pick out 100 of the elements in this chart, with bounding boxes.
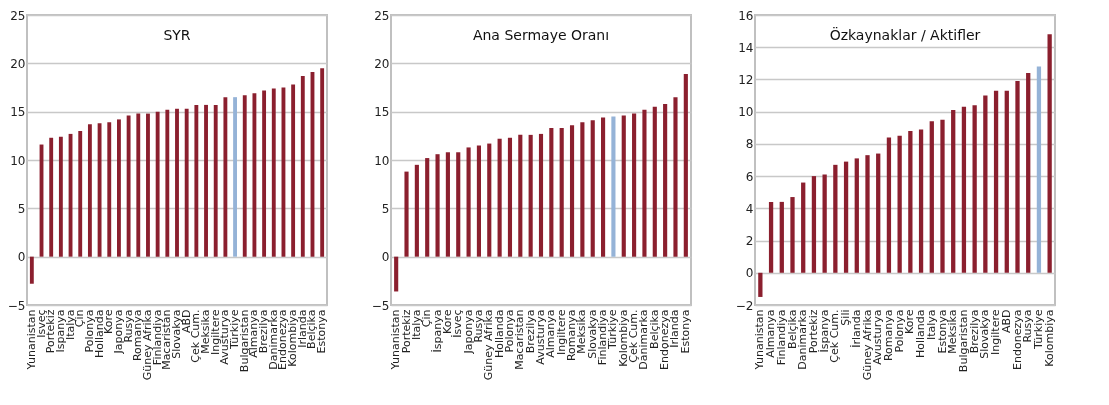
bar: [940, 119, 945, 273]
bar: [29, 256, 34, 284]
x-tick-label: Almanya: [764, 309, 778, 358]
bar: [652, 106, 657, 257]
bar: [213, 104, 218, 257]
bar: [425, 158, 430, 257]
bar: [758, 272, 763, 297]
bar: [262, 90, 267, 257]
x-tick-label: Kore: [102, 309, 116, 334]
y-tick-label: 15: [374, 105, 390, 120]
bar: [886, 137, 892, 273]
y-tick-label: 12: [738, 72, 754, 87]
bar: [223, 97, 228, 257]
bar: [456, 152, 461, 257]
bar: [632, 113, 637, 257]
bar: [790, 197, 795, 273]
y-tick-label: 4: [745, 201, 754, 216]
bar: [507, 137, 513, 257]
bar: [78, 131, 83, 257]
bar: [242, 95, 247, 257]
x-tick-label: Yunanistan: [753, 309, 767, 371]
bar: [175, 108, 179, 257]
bar: [833, 164, 838, 273]
bar: [951, 110, 956, 273]
bar: [865, 155, 870, 273]
y-tick-label: 16: [738, 8, 754, 23]
bar: [184, 108, 189, 257]
bar: [897, 135, 902, 273]
text: Ana Sermaye Oranı: [472, 27, 610, 43]
bar: [404, 171, 409, 257]
bar: [107, 122, 112, 257]
bar: [876, 153, 881, 273]
bar: [549, 128, 554, 257]
bar: [1047, 34, 1052, 273]
bar: [538, 133, 544, 257]
x-tick-label: Slovakya: [585, 309, 599, 359]
bar: [528, 134, 533, 257]
bar: [136, 113, 141, 257]
bar: [843, 161, 849, 273]
bar: [983, 95, 988, 273]
bar: [291, 84, 296, 257]
y-tick-label: 20: [374, 56, 390, 71]
bar: [126, 115, 131, 257]
bar: [1015, 81, 1020, 273]
bar: [49, 137, 54, 257]
bar: [1004, 90, 1009, 273]
y-tick-label: 2: [745, 234, 754, 249]
bar: [233, 97, 237, 257]
y-tick-label: 14: [738, 40, 754, 55]
bar: [204, 104, 208, 257]
bar: [271, 88, 276, 257]
y-tick-label: 15: [10, 105, 26, 120]
bar: [252, 93, 257, 257]
bar: [117, 119, 121, 257]
bar: [801, 182, 806, 273]
x-tick-label: Belçika: [647, 309, 661, 349]
bar: [518, 134, 523, 257]
bar: [155, 111, 160, 257]
bar: [929, 121, 934, 273]
y-tick-label: −2: [735, 298, 754, 313]
y-tick-label: 10: [738, 105, 754, 120]
bar: [854, 158, 859, 273]
x-tick-label: Polonya: [502, 309, 516, 353]
y-tick-label: 25: [374, 8, 390, 23]
bar: [811, 176, 817, 273]
bar: [569, 125, 575, 257]
y-tick-label: 20: [10, 56, 26, 71]
bar: [590, 120, 595, 257]
bar: [445, 152, 450, 257]
bar: [663, 103, 668, 257]
y-tick-label: 0: [17, 250, 26, 265]
x-tick-label: Brezilya: [523, 309, 537, 354]
bar: [601, 117, 606, 257]
bar: [993, 90, 999, 273]
bar: [918, 129, 924, 273]
x-tick-label: Endonezya: [1010, 309, 1024, 370]
y-tick-label: 5: [17, 201, 26, 216]
y-tick-label: 0: [745, 266, 754, 281]
bar: [87, 124, 92, 257]
bar: [58, 136, 63, 257]
bar: [642, 109, 647, 257]
x-tick-label: Güney Afrika: [860, 309, 874, 381]
bar: [435, 154, 440, 257]
bar: [779, 201, 784, 273]
x-tick-label: İsveç: [451, 309, 465, 338]
bar: [476, 145, 481, 257]
y-tick-label: 0: [381, 250, 390, 265]
y-tick-label: 5: [381, 201, 390, 216]
bar: [768, 201, 774, 273]
text: Özkaynaklar / Aktifler: [829, 26, 981, 43]
bar: [497, 138, 502, 257]
bar: [97, 123, 102, 257]
bar: [611, 116, 616, 257]
bar: [822, 174, 827, 273]
bar: [621, 115, 626, 257]
y-tick-label: 10: [10, 153, 26, 168]
bar: [487, 143, 492, 257]
bar: [466, 147, 471, 257]
bar: [961, 106, 967, 273]
bar: [165, 109, 170, 257]
